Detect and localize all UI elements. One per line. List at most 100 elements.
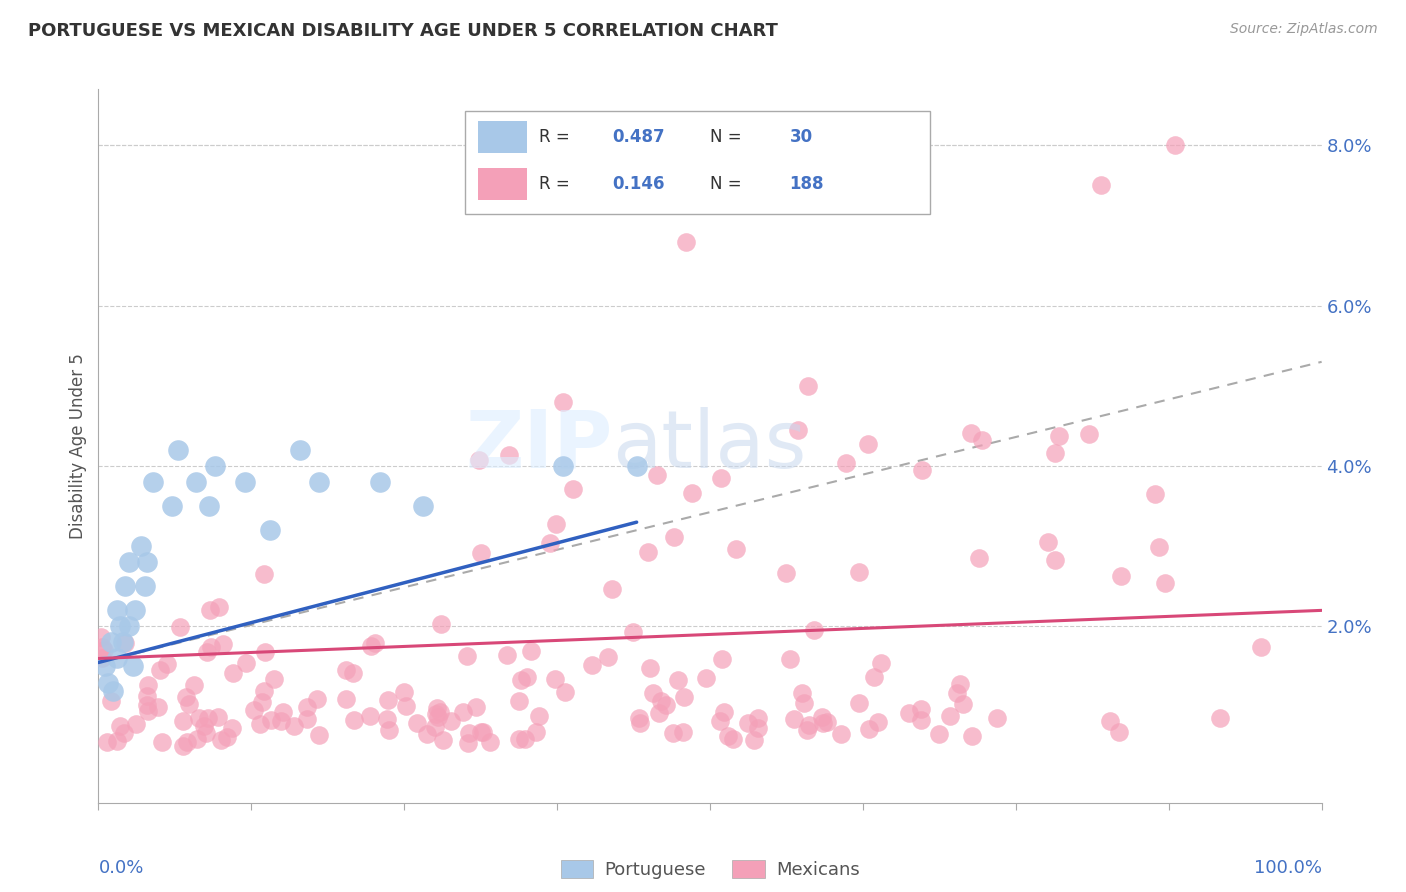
- Point: [553, 458, 575, 473]
- Point: [295, 700, 318, 714]
- Point: [724, 542, 747, 557]
- Point: [510, 673, 533, 687]
- Point: [96, 735, 118, 749]
- Point: [108, 718, 131, 732]
- Point: [695, 671, 717, 685]
- Point: [183, 678, 205, 692]
- Text: R =: R =: [538, 128, 575, 146]
- Point: [654, 698, 676, 713]
- Point: [666, 673, 689, 687]
- Point: [478, 735, 501, 749]
- Point: [101, 683, 124, 698]
- Point: [197, 499, 219, 513]
- Point: [136, 704, 159, 718]
- Point: [121, 659, 143, 673]
- Point: [786, 423, 808, 437]
- Point: [662, 530, 685, 544]
- Point: [254, 645, 277, 659]
- Point: [1090, 178, 1112, 193]
- Point: [451, 705, 474, 719]
- Point: [426, 710, 449, 724]
- Point: [93, 643, 115, 657]
- Point: [863, 670, 886, 684]
- Point: [174, 690, 197, 705]
- Point: [600, 582, 623, 597]
- Point: [90, 640, 112, 654]
- Text: PORTUGUESE VS MEXICAN DISABILITY AGE UNDER 5 CORRELATION CHART: PORTUGUESE VS MEXICAN DISABILITY AGE UND…: [28, 22, 778, 40]
- Point: [628, 716, 651, 731]
- Point: [105, 603, 128, 617]
- Point: [815, 715, 838, 730]
- Point: [105, 734, 128, 748]
- Point: [910, 702, 932, 716]
- Point: [952, 697, 974, 711]
- Point: [960, 729, 983, 743]
- Point: [209, 732, 232, 747]
- Point: [100, 694, 122, 708]
- Legend: Portuguese, Mexicans: Portuguese, Mexicans: [554, 853, 866, 887]
- Point: [645, 468, 668, 483]
- Point: [717, 729, 740, 743]
- Point: [290, 442, 312, 457]
- Point: [468, 452, 491, 467]
- Point: [416, 727, 439, 741]
- Point: [527, 709, 550, 723]
- Point: [648, 706, 671, 721]
- Point: [870, 656, 893, 670]
- Point: [538, 536, 561, 550]
- Point: [681, 485, 703, 500]
- Point: [412, 499, 434, 513]
- Point: [260, 713, 283, 727]
- Point: [456, 649, 478, 664]
- Point: [172, 739, 194, 754]
- Point: [283, 719, 305, 733]
- Point: [972, 433, 994, 447]
- Point: [198, 603, 221, 617]
- Point: [709, 714, 731, 728]
- Point: [650, 693, 672, 707]
- Point: [675, 235, 697, 249]
- Point: [737, 715, 759, 730]
- Point: [790, 686, 813, 700]
- Point: [193, 719, 215, 733]
- Point: [308, 728, 330, 742]
- Point: [186, 475, 208, 489]
- Point: [233, 475, 256, 489]
- Point: [208, 599, 231, 614]
- Point: [1250, 640, 1272, 655]
- Text: 30: 30: [790, 128, 813, 146]
- Point: [124, 603, 146, 617]
- Point: [308, 475, 330, 489]
- Point: [848, 565, 870, 579]
- Point: [93, 659, 115, 673]
- Point: [1077, 426, 1099, 441]
- Point: [813, 716, 835, 731]
- Point: [297, 712, 319, 726]
- Point: [848, 696, 870, 710]
- Point: [742, 733, 765, 747]
- Text: ZIP: ZIP: [465, 407, 612, 485]
- Point: [779, 652, 801, 666]
- Point: [136, 555, 159, 569]
- Point: [643, 686, 665, 700]
- Point: [114, 635, 136, 649]
- Point: [662, 726, 685, 740]
- Point: [249, 716, 271, 731]
- Text: N =: N =: [710, 128, 747, 146]
- Point: [200, 640, 222, 654]
- Point: [516, 669, 538, 683]
- Point: [513, 731, 536, 746]
- Point: [803, 623, 825, 637]
- Point: [110, 619, 132, 633]
- Point: [1164, 138, 1187, 153]
- Text: 188: 188: [790, 175, 824, 193]
- Point: [105, 651, 128, 665]
- Point: [425, 706, 447, 721]
- Point: [672, 690, 695, 704]
- Point: [100, 635, 122, 649]
- Point: [797, 379, 820, 393]
- Point: [524, 724, 547, 739]
- Point: [134, 579, 156, 593]
- Point: [775, 566, 797, 581]
- Point: [723, 731, 745, 746]
